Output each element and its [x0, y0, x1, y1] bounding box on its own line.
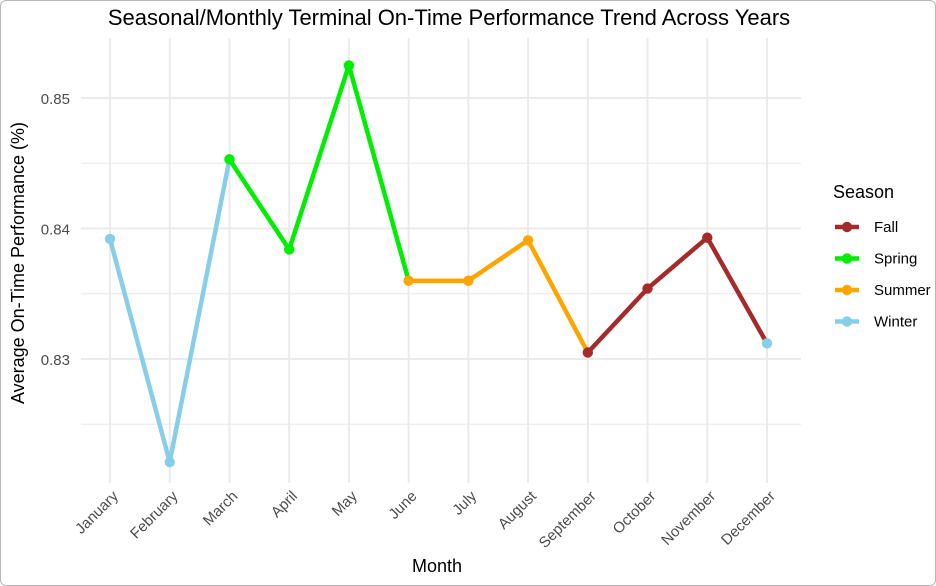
x-tick-label: May	[329, 487, 361, 519]
data-point-april	[283, 244, 295, 255]
legend-title: Season	[833, 182, 894, 202]
data-points	[104, 60, 773, 468]
y-tick-label: 0.85	[41, 91, 70, 108]
data-point-october	[642, 283, 653, 294]
x-tick-label: January	[72, 487, 122, 537]
x-tick-label: October	[610, 488, 660, 538]
y-axis-label: Average On-Time Performance (%)	[8, 122, 28, 404]
x-tick-label: April	[268, 488, 301, 521]
x-tick-label: November	[658, 488, 719, 549]
x-axis-label: Month	[412, 556, 462, 576]
legend-label: Fall	[874, 219, 898, 236]
x-axis-ticks: January February March April May June July Augu…	[72, 487, 779, 551]
data-point-may	[343, 60, 355, 71]
x-tick-label: June	[385, 488, 420, 523]
chart-title: Seasonal/Monthly Terminal On-Time Perfor…	[108, 5, 790, 30]
data-point-november	[702, 232, 713, 243]
data-point-september	[582, 347, 594, 358]
x-tick-label: August	[495, 487, 541, 533]
series-lines	[107, 63, 769, 465]
y-axis-ticks: 0.83 0.84 0.85	[41, 91, 70, 369]
legend-label: Spring	[874, 251, 917, 268]
x-tick-label: September	[536, 488, 600, 552]
series-line-spring	[227, 63, 411, 282]
data-point-august	[522, 235, 534, 246]
legend-swatch-point	[841, 253, 853, 264]
x-tick-label: July	[449, 487, 480, 518]
x-tick-label: February	[127, 487, 182, 542]
grid	[81, 38, 801, 483]
x-tick-label: December	[718, 488, 779, 549]
legend-item-winter: Winter	[835, 314, 917, 331]
legend-swatch-point	[841, 316, 853, 327]
data-point-july	[463, 275, 474, 286]
legend-swatch-point	[841, 221, 853, 233]
data-point-december	[761, 338, 773, 349]
legend-label: Summer	[874, 282, 931, 299]
x-tick-label: March	[200, 488, 241, 529]
data-point-february	[164, 456, 175, 468]
y-tick-label: 0.83	[41, 352, 70, 369]
legend-item-summer: Summer	[835, 282, 931, 299]
legend-swatch-point	[841, 284, 853, 296]
legend-label: Winter	[874, 314, 917, 331]
data-point-march	[224, 154, 235, 165]
y-tick-label: 0.84	[41, 222, 70, 239]
series-line-summer	[408, 238, 590, 354]
data-point-january	[104, 233, 116, 245]
legend: Season Fall Spring Summer Winter	[833, 182, 931, 331]
legend-item-fall: Fall	[835, 219, 898, 236]
series-line-fall	[586, 235, 769, 355]
legend-item-spring: Spring	[835, 251, 917, 268]
data-point-june	[403, 275, 414, 286]
